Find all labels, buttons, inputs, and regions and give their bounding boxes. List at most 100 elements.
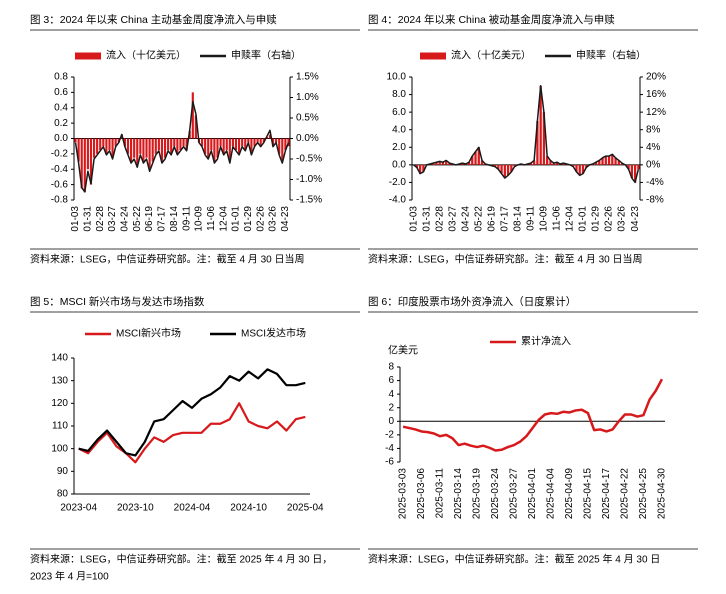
- bar: [238, 138, 241, 154]
- bar: [506, 164, 510, 176]
- bar: [562, 163, 565, 165]
- bar: [284, 138, 287, 151]
- bar: [123, 138, 126, 147]
- bar: [539, 85, 542, 165]
- bar: [422, 164, 425, 172]
- bar: [259, 138, 262, 147]
- x-tick-label: 2025-03-11: [435, 468, 446, 519]
- bar: [231, 138, 234, 147]
- x-tick-label: 06-19: [486, 206, 497, 232]
- y2-tick-label: 1.0%: [296, 92, 319, 103]
- x-tick-label: 2025-03-14: [453, 468, 464, 520]
- bar: [607, 156, 611, 165]
- y-tick-label: 8: [388, 362, 394, 373]
- bar: [617, 160, 620, 165]
- bar: [549, 160, 552, 165]
- bar: [219, 138, 222, 147]
- bar: [448, 163, 451, 165]
- x-tick-label: 2024-04: [174, 503, 211, 514]
- bar: [111, 138, 114, 158]
- bar: [546, 156, 549, 165]
- bar: [552, 163, 555, 165]
- x-tick-label: 08-14: [512, 206, 523, 232]
- y-tick-label: 80: [57, 489, 69, 500]
- bar: [185, 138, 188, 151]
- bar: [542, 112, 546, 165]
- bar: [204, 138, 207, 154]
- bar: [533, 160, 536, 165]
- legend-label: MSCI发达市场: [241, 327, 306, 340]
- y-tick-label: 10.0: [387, 72, 407, 83]
- bar: [278, 138, 281, 154]
- bar: [435, 162, 438, 165]
- x-tick-label: 08-14: [169, 206, 180, 232]
- y-tick-label: 130: [51, 375, 68, 386]
- bar: [92, 138, 96, 158]
- figure-caption: 图 5：MSCI 新兴市场与发达市场指数: [30, 295, 205, 308]
- bar: [83, 138, 86, 193]
- x-tick-label: 01-03: [70, 206, 81, 232]
- figure-caption: 图 3：2024 年以来 China 主动基金周度净流入与申赎: [30, 13, 277, 26]
- bar: [179, 138, 182, 151]
- bar: [247, 138, 250, 143]
- x-tick-label: 2025-04-15: [583, 468, 594, 520]
- y-tick-label: -4: [385, 443, 394, 454]
- y-tick-label: -0.6: [51, 179, 69, 190]
- x-tick-label: 2025-04-30: [657, 468, 668, 520]
- x-tick-label: 05-22: [473, 206, 484, 232]
- y-tick-label: -2.0: [389, 177, 407, 188]
- bar: [601, 157, 604, 165]
- y-tick-label: 0.4: [54, 102, 68, 113]
- y-tick-label: 110: [52, 421, 68, 432]
- legend-swatch: [420, 52, 446, 60]
- bar: [287, 138, 290, 147]
- bar: [627, 164, 630, 170]
- y2-tick-label: 16%: [646, 89, 666, 100]
- bar: [151, 138, 154, 162]
- y-tick-label: 6.0: [392, 107, 406, 118]
- bar: [575, 164, 578, 172]
- bar: [271, 138, 275, 147]
- x-tick-label: 2023-04: [60, 503, 97, 514]
- bar: [145, 138, 148, 158]
- y-tick-label: 0.6: [54, 87, 68, 98]
- bar: [633, 164, 637, 183]
- y-tick-label: 120: [51, 398, 68, 409]
- x-tick-label: 2024-10: [230, 503, 267, 514]
- bar: [604, 156, 607, 165]
- source-note: 资料来源：LSEG，中信证券研究部。注：截至 2025 年 4 月 30 日: [368, 553, 660, 566]
- bar: [139, 138, 142, 154]
- y-tick-label: -0.4: [51, 164, 69, 175]
- y-tick-label: 0.2: [54, 118, 68, 129]
- bar: [86, 138, 89, 170]
- bar: [510, 164, 513, 172]
- bar: [167, 138, 170, 151]
- bar: [256, 138, 259, 143]
- bar: [572, 164, 575, 167]
- bar: [130, 138, 133, 162]
- x-tick-label: 12-04: [565, 206, 576, 232]
- bar: [157, 138, 160, 151]
- x-tick-label: 02-26: [255, 206, 266, 232]
- x-tick-label: 2025-04-09: [564, 468, 575, 520]
- source-note: 资料来源：LSEG，中信证券研究部。注：截至 2025 年 4 月 30 日，: [30, 553, 332, 566]
- y2-tick-label: 1.5%: [296, 72, 319, 83]
- bar: [268, 134, 272, 139]
- bar: [99, 138, 102, 151]
- bar: [529, 163, 533, 165]
- x-tick-label: 04-24: [120, 206, 131, 232]
- line-series: [78, 402, 306, 464]
- bar: [578, 164, 581, 176]
- bar: [182, 138, 185, 147]
- bar: [96, 138, 99, 154]
- y2-tick-label: 0.0%: [296, 133, 319, 144]
- x-tick-label: 01-31: [83, 206, 94, 232]
- bar: [461, 163, 464, 165]
- bar: [611, 154, 614, 165]
- bar: [200, 138, 204, 147]
- y2-tick-label: 8%: [646, 124, 661, 135]
- bar: [191, 92, 194, 139]
- y-tick-label: 0: [388, 416, 394, 427]
- bar: [154, 138, 157, 154]
- bar: [105, 138, 108, 154]
